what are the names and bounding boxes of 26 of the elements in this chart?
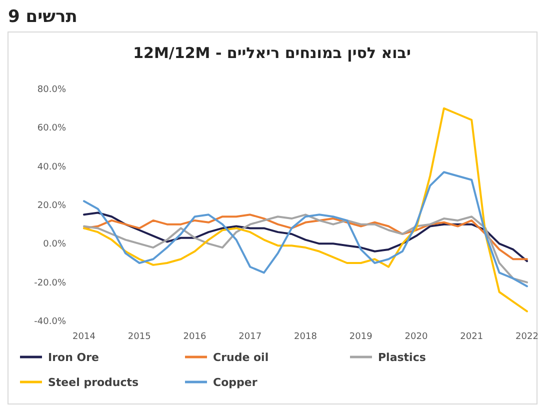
x-tick-label: 2020 xyxy=(404,332,428,342)
y-tick-label: 0.0% xyxy=(43,240,66,250)
legend-label: Plastics xyxy=(378,351,426,364)
x-tick-label: 2017 xyxy=(238,332,262,342)
y-tick-label: 60.0% xyxy=(37,124,66,134)
x-tick-label: 2016 xyxy=(183,332,206,342)
line-series xyxy=(83,107,528,312)
x-tick-label: 2014 xyxy=(72,332,96,342)
legend-label: Iron Ore xyxy=(48,351,99,364)
legend-label: Copper xyxy=(213,376,258,389)
x-tick-label: 2022 xyxy=(516,332,538,342)
y-tick-label: 80.0% xyxy=(37,85,66,95)
y-tick-label: -40.0% xyxy=(34,317,66,327)
x-tick-label: 2019 xyxy=(349,332,373,342)
legend-label: Steel products xyxy=(48,376,140,389)
y-tick-label: 20.0% xyxy=(37,201,66,211)
chart-title: תרשים 9 xyxy=(8,7,78,27)
legend-label: Crude oil xyxy=(213,351,269,364)
chart-subtitle: יבוא לסין במונחים ריאליים - 12M/12M xyxy=(133,44,411,62)
line-series xyxy=(83,171,528,288)
y-tick-label: -20.0% xyxy=(34,278,66,288)
x-tick-label: 2018 xyxy=(294,332,318,342)
y-tick-label: 40.0% xyxy=(37,162,66,172)
line-series xyxy=(83,214,528,284)
x-tick-label: 2021 xyxy=(460,332,484,342)
x-tick-label: 2015 xyxy=(128,332,151,342)
